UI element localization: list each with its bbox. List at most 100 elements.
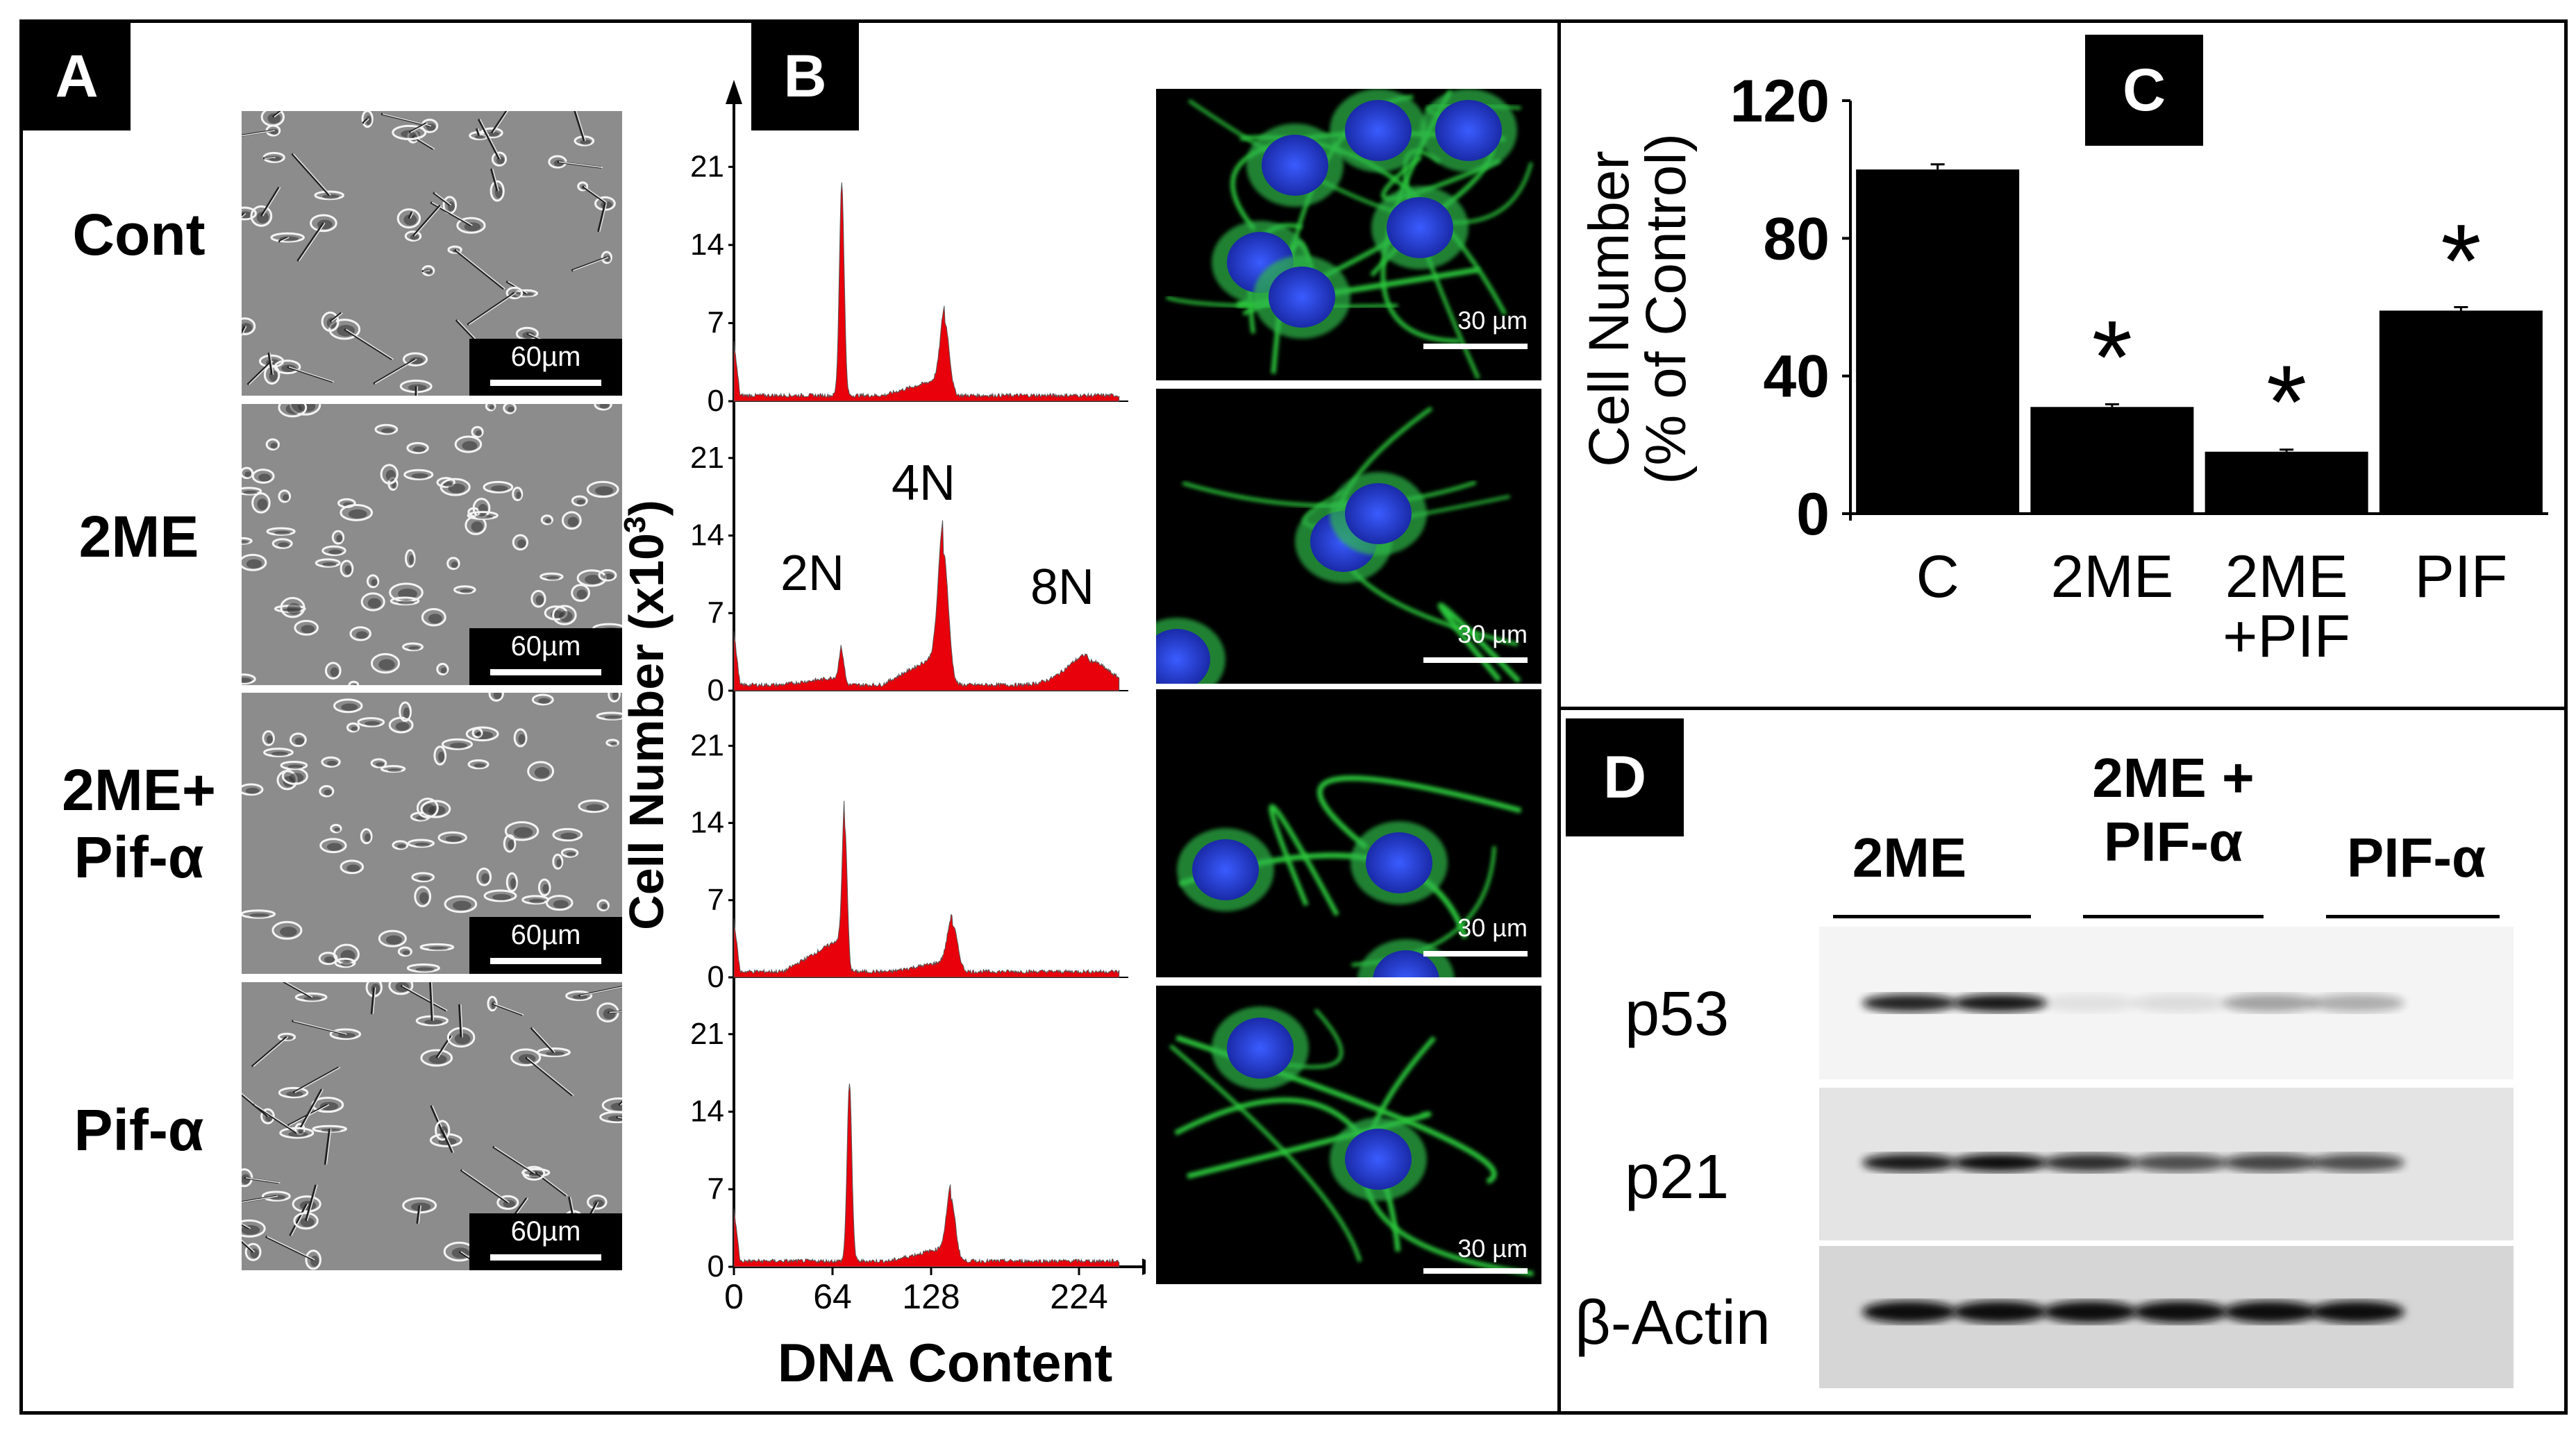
cell-mark [319,838,347,854]
cell-mark [340,504,374,521]
band [2223,1301,2318,1323]
lane-header-2me: 2ME [1852,827,1967,888]
cell-mark [571,251,612,272]
cell-mark [392,122,428,140]
y-tick-label: 120 [1730,68,1830,135]
cell-mark [242,553,267,571]
cell [1253,255,1350,339]
cell-mark [242,466,254,480]
lane-underline-1 [1833,915,2031,918]
cell [1330,89,1427,172]
cell-mark [293,1184,319,1230]
cell-mark [437,831,467,844]
category-label: 2ME [2050,544,2173,610]
bar-2 [2030,407,2194,514]
cell-mark [318,952,338,966]
band [1862,994,1957,1012]
cell-mark [578,799,610,814]
lane-header-pif: PIF-α [2346,827,2486,888]
scale-bar-line [490,380,601,386]
cell-mark [447,245,505,290]
cell-mark [599,1111,622,1124]
fluorescence-image-1: 30 µm [1156,89,1541,380]
cell-mark [333,698,363,714]
cell-mark [552,853,564,870]
cell-mark [250,187,281,227]
cell-mark [263,748,294,757]
cell-mark [346,722,360,733]
cell-mark [361,111,374,128]
cell-mark [348,680,360,685]
cell-mark [280,760,308,770]
cell-mark [405,549,416,568]
cell-mark [271,538,293,549]
cell-mark [471,426,484,438]
row-label-pif: Pif-α [74,1097,204,1163]
blot-label-p21: p21 [1625,1143,1730,1212]
cell-mark [242,317,256,337]
y-axis-arrow [726,80,742,104]
lane-underline-2 [2083,915,2264,918]
band [2043,1154,2137,1172]
fluor-scale-label-2: 30 µm [1457,620,1528,648]
cell-mark [242,1190,291,1204]
cell-mark [374,423,399,435]
lane-underline-3 [2326,915,2500,918]
cell-mark [577,181,608,204]
cell-mark [292,1020,362,1041]
band [1952,1301,2047,1323]
cell-mark [321,756,341,768]
cell-mark [421,608,446,627]
histogram-2 [733,520,1120,691]
band [2043,994,2137,1012]
band [2310,994,2404,1012]
panel-b-label: B [751,23,859,130]
cell-mark [467,759,490,770]
y-tick-label: 21 [690,149,724,183]
cell-mark [460,1169,519,1211]
cell-mark [411,872,435,883]
cell-mark [488,693,504,702]
cell-mark [435,1120,455,1153]
western-blot [1819,927,2514,1388]
cell-mark [530,1027,571,1058]
fluor-scale-bar-4 [1423,1268,1528,1274]
y-tick-label: 7 [708,596,724,630]
cell-mark [407,839,435,848]
band [1862,1301,1957,1323]
cell-mark [406,441,429,455]
cell-mark [370,652,401,674]
cell-mark [262,151,285,163]
cell-mark [278,404,308,418]
x-tick-label: 0 [724,1277,744,1316]
y-tick-label: 21 [690,441,724,475]
fluor-scale-label-1: 30 µm [1457,306,1528,335]
scale-bar-2me: 60µm [469,628,622,685]
cell-mark [487,995,524,1016]
y-tick-label: 7 [708,883,724,917]
cell-mark [560,848,579,858]
cell-mark [251,492,271,514]
y-axis-label: Cell Number(% of Control) [1578,133,1698,485]
scale-bar-2me-pif: 60µm [469,917,622,974]
cell-mark [321,545,346,557]
panel-a-label: A [23,23,131,130]
fluorescence-image-2: 30 µm [1156,389,1541,684]
cell-mark [471,727,483,739]
cell-mark [294,619,319,636]
cell-mark [266,527,296,536]
cell-mark [296,214,337,262]
cell-mark [540,572,564,581]
lane-header-2me-pif: 2ME + PIF-α [2092,747,2255,873]
cell-mark [330,823,342,834]
cell-mark [446,557,460,571]
cell-mark [483,889,517,902]
cell-mark [312,1124,347,1165]
cell-mark [360,828,373,845]
band [2223,994,2318,1012]
cell-mark [415,982,449,1027]
cell-mark [485,404,496,412]
cell-mark [260,111,285,127]
cell-mark [598,568,617,582]
cell-mark [392,840,409,850]
